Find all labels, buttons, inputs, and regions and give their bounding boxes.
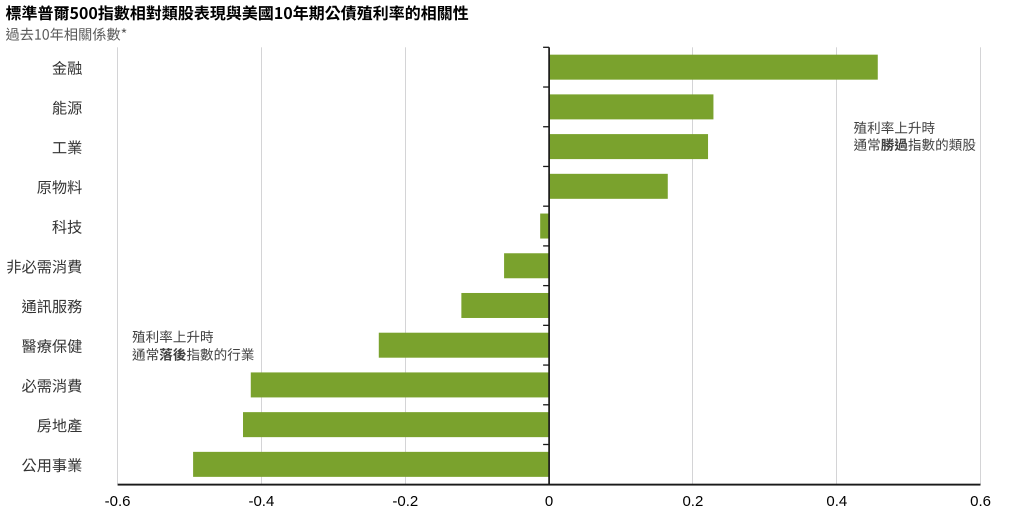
svg-text:0.6: 0.6: [970, 493, 991, 510]
svg-text:-0.6: -0.6: [105, 493, 131, 510]
svg-text:0: 0: [545, 493, 553, 510]
svg-text:0.4: 0.4: [826, 493, 847, 510]
svg-text:-0.2: -0.2: [392, 493, 418, 510]
svg-text:-0.4: -0.4: [248, 493, 274, 510]
svg-text:0.2: 0.2: [682, 493, 703, 510]
